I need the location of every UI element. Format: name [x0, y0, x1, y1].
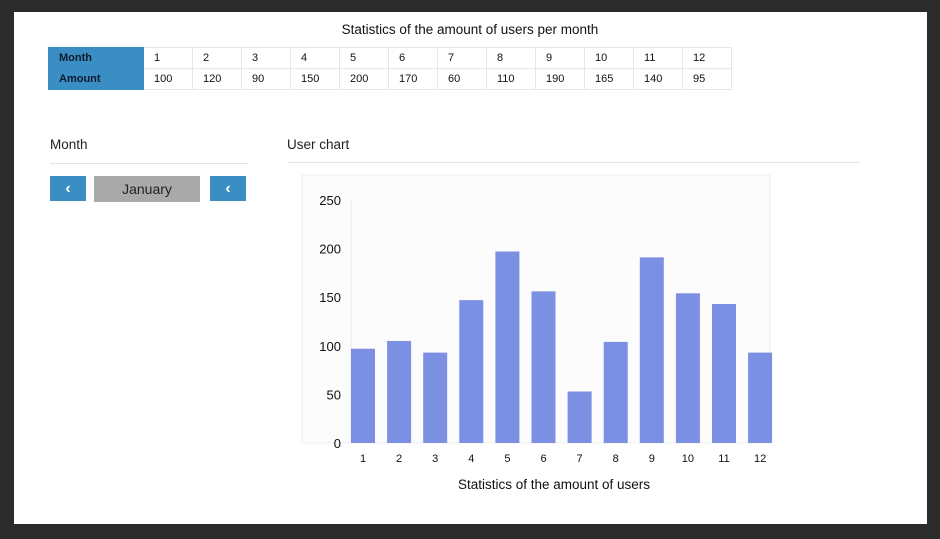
x-tick-label: 4: [468, 453, 474, 465]
bar-4: [459, 300, 484, 443]
x-axis-label: Statistics of the amount of users: [458, 477, 650, 492]
table-cell-amount: 95: [682, 68, 732, 90]
x-tick-label: 9: [649, 453, 655, 465]
chart-heading: User chart: [287, 137, 350, 152]
y-tick-label: 0: [334, 436, 341, 451]
bar-5: [495, 251, 520, 443]
table-cell-amount: 140: [633, 68, 683, 90]
row-header-month: Month: [48, 47, 144, 69]
bar-2: [387, 340, 412, 443]
next-month-button[interactable]: ‹: [210, 176, 246, 201]
table-cell-month: 12: [682, 47, 732, 69]
x-tick-label: 3: [432, 453, 438, 465]
y-tick-label: 100: [319, 339, 341, 354]
y-tick-label: 150: [319, 290, 341, 305]
x-tick-label: 5: [504, 453, 510, 465]
x-tick-label: 2: [396, 453, 402, 465]
x-tick-label: 8: [613, 453, 619, 465]
y-tick-label: 200: [319, 242, 341, 257]
selected-month: January: [94, 176, 200, 202]
x-tick-label: 6: [540, 453, 546, 465]
bar-10: [675, 293, 700, 443]
row-header-amount: Amount: [48, 68, 144, 90]
table-row: Amount 100 120 90 150 200 170 60 110 190 165 140 95: [48, 68, 732, 90]
stats-table: Month 1 2 3 4 5 6 7 8 9 10 11 12 Amount 100 120 90 150…: [48, 47, 732, 90]
bar-11: [712, 304, 736, 443]
table-cell-amount: 165: [584, 68, 634, 90]
bar-7: [567, 391, 592, 443]
x-tick-label: 10: [682, 453, 694, 465]
table-cell-month: 10: [584, 47, 634, 69]
y-tick-label: 50: [327, 387, 341, 402]
divider: [287, 162, 860, 163]
x-tick-label: 11: [718, 453, 729, 465]
table-cell-amount: 90: [241, 68, 291, 90]
table-cell-amount: 110: [486, 68, 536, 90]
x-tick-label: 1: [360, 453, 366, 465]
table-cell-amount: 120: [192, 68, 242, 90]
prev-month-button[interactable]: ‹: [50, 176, 86, 201]
x-tick-label: 12: [754, 453, 766, 465]
bar-1: [351, 348, 375, 443]
bar-8: [603, 341, 628, 443]
bar-6: [531, 291, 556, 443]
bar-12: [748, 352, 773, 443]
month-panel-heading: Month: [50, 137, 88, 152]
table-row: Month 1 2 3 4 5 6 7 8 9 10 11 12: [48, 47, 732, 69]
bar-9: [639, 257, 664, 443]
table-cell-amount: 200: [339, 68, 389, 90]
table-cell-amount: 60: [437, 68, 487, 90]
bar-3: [423, 352, 448, 443]
table-title: Statistics of the amount of users per mo…: [341, 22, 599, 37]
divider: [50, 163, 248, 164]
chevron-left-icon: ‹: [225, 179, 231, 197]
y-tick-label: 250: [319, 193, 341, 208]
x-tick-label: 7: [577, 453, 583, 465]
chevron-left-icon: ‹: [65, 179, 71, 197]
